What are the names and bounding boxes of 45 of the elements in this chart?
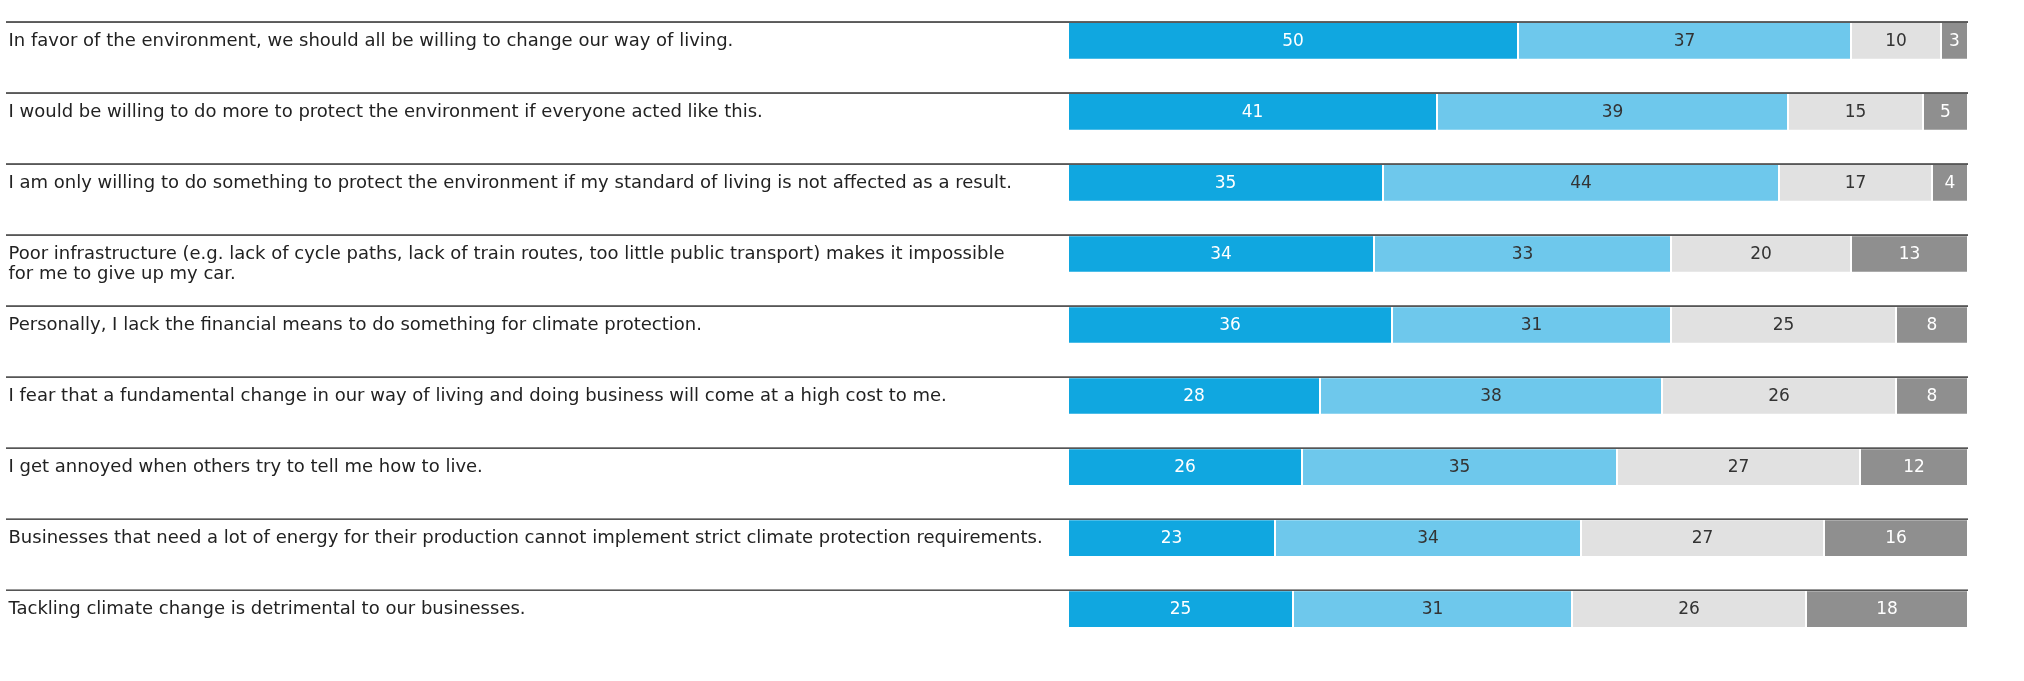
data-label: 28 bbox=[1183, 385, 1205, 406]
data-label: 3 bbox=[1949, 29, 1960, 50]
data-label: 18 bbox=[1876, 598, 1898, 619]
data-label: 38 bbox=[1480, 385, 1502, 406]
data-label: 25 bbox=[1169, 598, 1192, 619]
data-label: 35 bbox=[1214, 171, 1237, 192]
y-tick-label: Personally, I lack the financial means to do something for climate protection. bbox=[8, 313, 702, 334]
data-label: 16 bbox=[1885, 527, 1907, 548]
data-label: 41 bbox=[1241, 100, 1264, 121]
data-label: 50 bbox=[1282, 29, 1304, 50]
data-label: 15 bbox=[1844, 100, 1867, 121]
data-label: 27 bbox=[1727, 456, 1750, 477]
data-label: 26 bbox=[1768, 385, 1790, 406]
data-label: 12 bbox=[1903, 456, 1925, 477]
data-label: 27 bbox=[1691, 527, 1714, 548]
data-label: 31 bbox=[1421, 598, 1444, 619]
data-label: 23 bbox=[1160, 527, 1183, 548]
data-label: 26 bbox=[1678, 598, 1700, 619]
data-label: 34 bbox=[1417, 527, 1439, 548]
data-label: 5 bbox=[1940, 100, 1951, 121]
y-tick-label: In favor of the environment, we should all be willing to change our way of living. bbox=[8, 28, 734, 50]
data-label: 31 bbox=[1520, 314, 1543, 334]
y-tick-label: Businesses that need a lot of energy for their production cannot implement strict climate protection requirements. bbox=[8, 526, 1043, 548]
y-tick-label: Tackling climate change is detrimental to our businesses. bbox=[7, 597, 526, 619]
data-label: 25 bbox=[1772, 314, 1795, 334]
y-tick-label: I fear that a fundamental change in our way of living and doing business will come at a high cost to me. bbox=[8, 384, 947, 406]
data-label: 36 bbox=[1219, 314, 1241, 334]
data-label: 33 bbox=[1511, 242, 1534, 263]
data-label: 4 bbox=[1944, 171, 1956, 192]
data-label: 39 bbox=[1601, 100, 1624, 121]
data-label: 35 bbox=[1448, 456, 1471, 477]
data-label: 34 bbox=[1210, 242, 1232, 263]
data-label: 10 bbox=[1885, 29, 1907, 50]
data-label: 44 bbox=[1570, 171, 1592, 192]
data-label: 20 bbox=[1750, 242, 1772, 263]
data-label: 17 bbox=[1844, 171, 1867, 192]
data-label: 8 bbox=[1926, 385, 1938, 406]
y-tick-label: Poor infrastructure (e.g. lack of cycle paths, lack of train routes, too little public transport) makes it impossible for me to give up my car. bbox=[8, 241, 1005, 283]
data-label: 37 bbox=[1673, 29, 1696, 50]
data-label: 8 bbox=[1926, 314, 1938, 334]
data-label: 26 bbox=[1174, 456, 1196, 477]
y-tick-label: I would be willing to do more to protect the environment if everyone acted like this. bbox=[8, 99, 763, 121]
y-tick-label: I get annoyed when others try to tell me how to live. bbox=[8, 455, 483, 477]
y-tick-label: I am only willing to do something to protect the environment if my standard of living is not affected as a result. bbox=[8, 170, 1012, 192]
data-label: 13 bbox=[1898, 242, 1921, 263]
